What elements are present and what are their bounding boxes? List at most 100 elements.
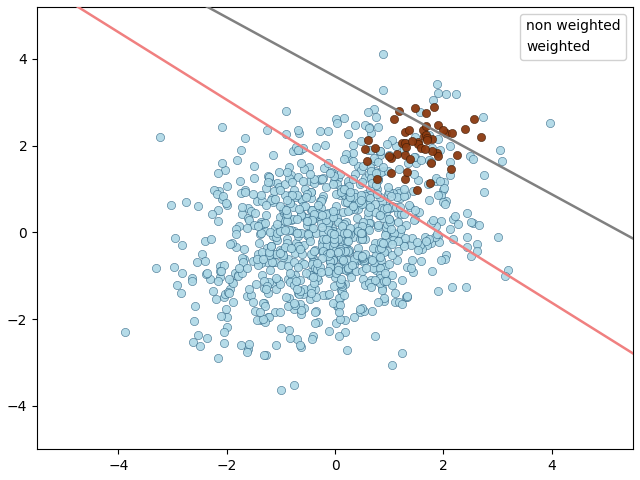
Point	[372, 175, 383, 182]
Point	[366, 130, 376, 137]
Point	[282, 196, 292, 204]
Point	[363, 146, 373, 154]
Point	[266, 242, 276, 250]
Point	[314, 175, 324, 182]
Point	[407, 138, 417, 145]
Point	[364, 199, 374, 206]
Point	[266, 249, 276, 256]
Point	[428, 96, 438, 104]
Point	[545, 120, 555, 127]
Point	[258, 220, 268, 228]
Point	[259, 226, 269, 234]
Point	[421, 134, 431, 142]
Point	[356, 196, 367, 204]
Point	[427, 144, 437, 152]
Point	[393, 209, 403, 216]
Point	[255, 230, 265, 238]
Point	[321, 215, 332, 223]
Point	[257, 197, 267, 204]
Point	[340, 191, 350, 199]
Point	[395, 194, 405, 202]
Point	[271, 250, 282, 257]
Point	[356, 252, 367, 260]
Point	[307, 335, 317, 343]
Point	[392, 256, 402, 264]
Point	[237, 254, 247, 262]
Point	[353, 251, 363, 258]
Point	[356, 166, 366, 173]
Point	[421, 132, 431, 139]
Point	[282, 168, 292, 176]
Point	[435, 146, 445, 154]
Point	[376, 168, 387, 176]
Point	[387, 137, 397, 144]
Point	[392, 237, 403, 245]
Point	[401, 191, 412, 199]
Point	[321, 236, 332, 243]
Point	[397, 276, 408, 284]
Point	[215, 274, 225, 281]
Point	[241, 292, 252, 300]
Point	[313, 276, 323, 284]
Point	[388, 190, 399, 197]
Point	[440, 200, 451, 208]
Point	[323, 227, 333, 234]
Point	[232, 156, 243, 163]
Point	[243, 215, 253, 222]
Point	[324, 241, 335, 249]
Point	[280, 243, 290, 251]
Point	[349, 205, 359, 213]
Point	[309, 247, 319, 254]
Point	[494, 146, 504, 154]
Point	[249, 175, 259, 182]
Point	[330, 190, 340, 198]
Point	[296, 343, 307, 351]
Point	[273, 185, 284, 192]
Point	[264, 313, 275, 321]
Point	[413, 209, 424, 216]
Point	[285, 269, 295, 277]
Point	[344, 188, 355, 196]
Point	[366, 167, 376, 174]
Point	[371, 277, 381, 285]
Point	[382, 140, 392, 148]
Point	[323, 220, 333, 228]
Point	[357, 267, 367, 275]
Point	[400, 139, 410, 146]
Point	[312, 259, 323, 266]
Point	[335, 301, 345, 309]
Point	[239, 188, 250, 196]
Point	[282, 235, 292, 243]
Point	[381, 275, 391, 283]
Point	[294, 229, 304, 237]
Point	[324, 216, 335, 224]
Point	[309, 285, 319, 293]
Point	[276, 261, 286, 268]
Point	[252, 255, 262, 263]
Point	[460, 283, 470, 291]
Point	[421, 122, 431, 130]
Point	[262, 258, 272, 265]
Point	[357, 253, 367, 261]
Point	[325, 257, 335, 264]
Point	[272, 237, 282, 244]
Point	[360, 175, 370, 182]
Point	[317, 223, 327, 230]
Point	[295, 242, 305, 250]
Point	[337, 265, 348, 273]
Point	[358, 276, 368, 283]
Point	[323, 209, 333, 217]
Point	[332, 246, 342, 254]
Point	[268, 258, 278, 266]
Point	[364, 227, 374, 234]
Point	[399, 185, 410, 193]
Point	[306, 224, 316, 232]
Point	[299, 285, 309, 293]
Point	[305, 170, 316, 178]
Point	[384, 216, 394, 223]
Point	[303, 217, 313, 225]
Point	[292, 232, 303, 240]
Point	[315, 197, 325, 205]
Point	[433, 121, 444, 129]
Point	[249, 162, 259, 169]
